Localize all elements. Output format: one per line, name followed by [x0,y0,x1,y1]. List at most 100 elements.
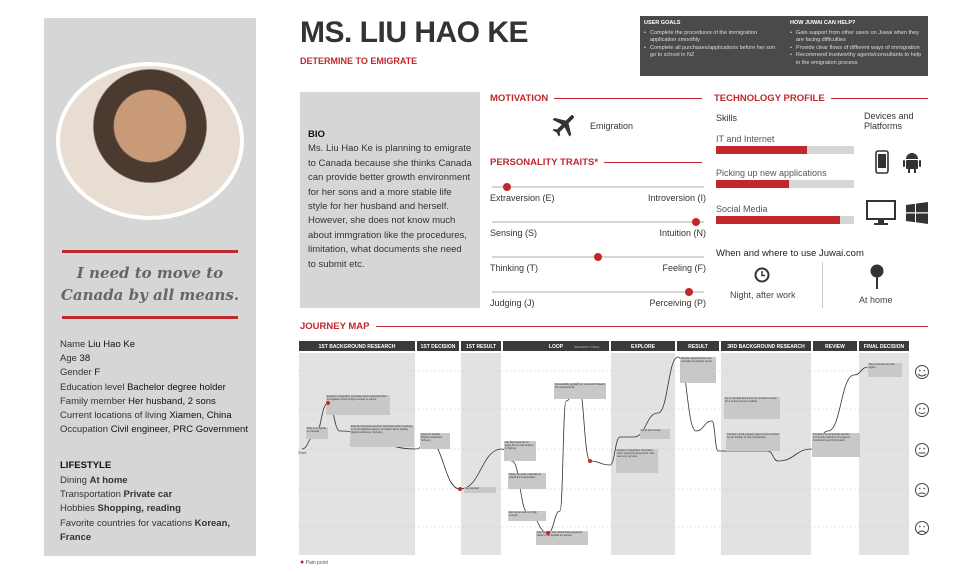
persona-quote: I need to move to Canada by all means. [60,264,240,304]
juwai-help: HOW JUWAI CAN HELP? Gain support from ot… [790,20,926,67]
help-item: Provide clear flows of different ways of… [790,45,926,53]
trait-slider: Sensing (S) Intuition (N) [490,218,706,242]
usage-time: Night, after work [730,290,796,300]
journey-note-text: Friends introduced another consultant wh… [351,425,413,435]
journey-note [326,395,390,415]
profile-label: Age [60,353,77,365]
pain-point-label: Pain point [305,560,328,566]
profile-value: Civil engineer, PRC Government [110,424,248,436]
help-item: Recommend trustworthy agents/consultants… [790,52,926,67]
loop-note: (REPEATED 3 TIMES) [574,346,599,349]
bio-text: Ms. Liu Hao Ke is planning to emigrate t… [308,143,472,270]
journey-note-text-wrap: Get rejected [465,487,479,490]
journey-note-text-wrap: Send documents [641,429,660,432]
pain-point-legend: ● Pain point [300,559,328,566]
trait-slider: Judging (J) Perceiving (P) [490,288,706,312]
section-rule [300,326,928,327]
clock-icon [754,267,770,283]
bio-heading: BIO [308,129,325,140]
page-subtitle: DETERMINE TO EMIGRATE [300,56,418,66]
profile-row: Age 38 [60,352,250,366]
journey-note-text-wrap: Receive approval from the Canada immigra… [681,357,713,364]
trait-right-label: Intuition (N) [659,228,706,238]
trait-marker [691,218,700,226]
journey-note [504,441,536,461]
traits-heading: PERSONALITY TRAITS* [490,157,605,168]
stage-label: EXPLORE [631,344,656,350]
profile-label: Current locations of living [60,410,167,422]
journey-note [350,425,414,447]
divider [822,262,823,308]
desktop-monitor-icon [866,200,896,225]
pain-point-marker [588,459,592,463]
lifestyle-value: Korean, France [60,517,231,543]
journey-note [420,433,450,449]
profile-sidebar: I need to move to Canada by all means. N… [44,18,256,556]
lifestyle-value: At home [89,475,128,486]
profile-value: Xiamen, China [169,410,232,422]
skill-label: Social Media [716,204,768,214]
stage-header [721,341,811,351]
profile-row: Family member Her husband, 2 sons [60,395,250,409]
journey-note [464,487,496,493]
journey-note-text: Receive approval from the Canada immigra… [681,357,713,364]
journey-note-text-wrap: Plan to emigrate to Canada [307,427,326,433]
journey-note-text: Enquire immigration consultant and under… [327,395,388,402]
motivation-label: Emigration [590,121,634,131]
page-title: MS. LIU HAO KE [300,16,529,49]
journey-note-text: Her scores was not high enough [509,511,537,518]
skill-label: Picking up new applications [716,168,827,178]
stage-label: LOOP [549,344,564,350]
lifestyle-value: Private car [123,489,173,501]
skill-bar-fill [716,146,808,154]
journey-heading: JOURNEY MAP [300,321,376,332]
happy-face-icon [915,403,929,417]
mood-scale [915,365,929,535]
skill-bar [716,146,854,154]
trait-track [492,291,704,293]
journey-note [680,357,716,383]
lifestyle-label: Dining [60,475,87,486]
very-sad-face-icon [915,521,929,535]
trait-left-label: Sensing (S) [490,228,538,238]
stage-column [721,353,811,555]
profile-label: Family member [60,395,126,407]
journey-note [726,433,780,451]
profile-label: Education level [60,381,125,393]
user-goals: USER GOALS Complete the procedures of th… [644,20,782,60]
trait-marker [685,288,694,296]
trait-left-label: Thinking (T) [490,263,539,273]
journey-note [554,383,606,399]
pain-point-marker [546,531,550,535]
profile-value: Bachelor degree holder [127,381,226,393]
skill-bar-fill [716,216,841,224]
journey-note [640,429,670,439]
stage-header [611,341,675,351]
trait-right-label: Perceiving (P) [649,298,706,308]
very-happy-face-icon [915,365,929,379]
section-rule [490,98,702,99]
journey-note-text-wrap: Enquire immigration consultant when prep… [617,449,655,459]
journey-note-text: Enquire immigration consultant when prep… [617,449,655,459]
trait-right-label: Introversion (I) [647,193,706,203]
profile-row: Gender F [60,366,250,380]
profile-label: Gender [60,367,92,379]
trait-marker [594,253,602,261]
journey-note-text-wrap: Compare the properties and the community… [813,433,850,442]
stage-header [417,341,459,351]
journey-note-text-wrap: Fly to Canada and live in her brother's … [725,397,777,403]
stage-label: FINAL DECISION [864,344,905,350]
start-label: Start [298,450,307,455]
profile-value: Her husband, 2 sons [128,395,216,407]
journey-note [724,397,780,419]
goal-item: Complete the procedures of the immigrati… [644,30,782,45]
pain-point-marker [326,401,330,405]
journey-note-text-wrap: Her scores was not high enough [509,511,537,518]
help-item: Gain support from other users on Juwai w… [790,30,926,45]
profile-label: Occupation [60,424,109,436]
devices-heading: Devices and Platforms [864,111,914,131]
journey-note-text: Rent a house from the agent [869,363,895,370]
profile-value: 38 [79,353,91,365]
trait-track [492,221,704,223]
skill-bar-fill [716,180,790,188]
